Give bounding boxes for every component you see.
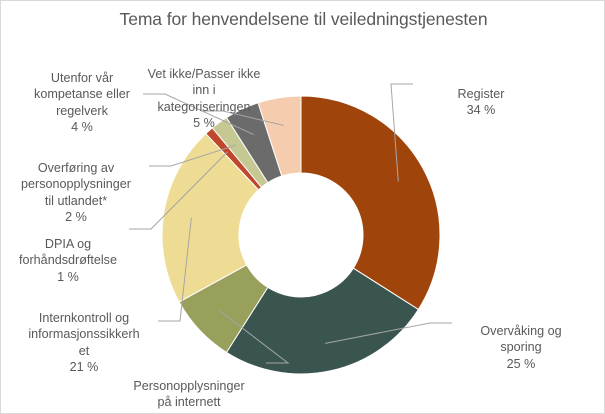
donut-slice[interactable] bbox=[300, 95, 441, 311]
leader-line bbox=[390, 83, 413, 182]
data-label-register: Register 34 % bbox=[416, 69, 546, 135]
donut-slices bbox=[161, 95, 441, 375]
leader-line bbox=[149, 144, 236, 167]
data-label-overvaking-og-sporing-pct: 25 % bbox=[506, 356, 536, 371]
leader-line bbox=[325, 322, 452, 344]
data-label-register-pct: 34 % bbox=[466, 103, 496, 117]
data-label-overforing-av-personopplysninger-til-utlandet-name: Overføring av personopplysninger til utl… bbox=[21, 160, 131, 208]
data-label-vet-ikke-passer-ikke-inn-i-kategoriseringen: Vet ikke/Passer ikke inn i kategoriserin… bbox=[139, 49, 269, 148]
data-label-personopplysninger-pa-internett: Personopplysninger på internett 8 % bbox=[109, 361, 269, 414]
data-label-utenfor-var-kompetanse-eller-regelverk-name: Utenfor vår kompetanse eller regelverk bbox=[34, 70, 130, 118]
data-label-overforing-av-personopplysninger-til-utlandet: Overføring av personopplysninger til utl… bbox=[1, 143, 151, 242]
data-label-personopplysninger-pa-internett-pct: 8 % bbox=[109, 411, 269, 414]
data-label-overvaking-og-sporing: Overvåking og sporing 25 % bbox=[456, 306, 586, 389]
data-label-dpia-og-forhandsdroftelse: DPIA og forhåndsdrøftelse 1 % bbox=[3, 219, 133, 302]
data-label-internkontroll-og-informasjonssikkerhet-name: Internkontroll og informasjonssikkerh et bbox=[28, 310, 140, 358]
leader-line bbox=[219, 310, 290, 364]
data-label-dpia-og-forhandsdroftelse-pct: 1 % bbox=[57, 269, 79, 284]
chart-title: Tema for henvendelsene til veiledningstj… bbox=[119, 9, 488, 29]
data-label-utenfor-var-kompetanse-eller-regelverk-pct: 4 % bbox=[71, 120, 93, 134]
data-label-overvaking-og-sporing-name: Overvåking og sporing bbox=[480, 323, 562, 355]
data-label-overforing-av-personopplysninger-til-utlandet-pct: 2 % bbox=[65, 210, 87, 224]
donut-slice[interactable] bbox=[257, 95, 302, 177]
leader-line bbox=[129, 151, 228, 230]
data-label-internkontroll-og-informasjonssikkerhet: Internkontroll og informasjonssikkerh et… bbox=[9, 293, 159, 392]
leader-line bbox=[143, 93, 254, 136]
data-label-utenfor-var-kompetanse-eller-regelverk: Utenfor vår kompetanse eller regelverk 4… bbox=[17, 53, 147, 152]
leader-line bbox=[201, 110, 284, 126]
leader-lines bbox=[129, 83, 452, 364]
donut-slice[interactable] bbox=[225, 267, 420, 375]
data-label-dpia-og-forhandsdroftelse-name: DPIA og forhåndsdrøftelse bbox=[18, 236, 117, 268]
donut-slice[interactable] bbox=[161, 132, 260, 303]
leader-line bbox=[158, 217, 192, 322]
data-label-internkontroll-og-informasjonssikkerhet-pct: 21 % bbox=[69, 360, 99, 374]
data-label-register-name: Register bbox=[457, 86, 505, 101]
data-label-vet-ikke-passer-ikke-inn-i-kategoriseringen-pct: 5 % bbox=[193, 116, 215, 130]
data-label-personopplysninger-pa-internett-name: Personopplysninger på internett bbox=[133, 378, 245, 410]
data-label-vet-ikke-passer-ikke-inn-i-kategoriseringen-name: Vet ikke/Passer ikke inn i kategoriserin… bbox=[147, 66, 261, 114]
